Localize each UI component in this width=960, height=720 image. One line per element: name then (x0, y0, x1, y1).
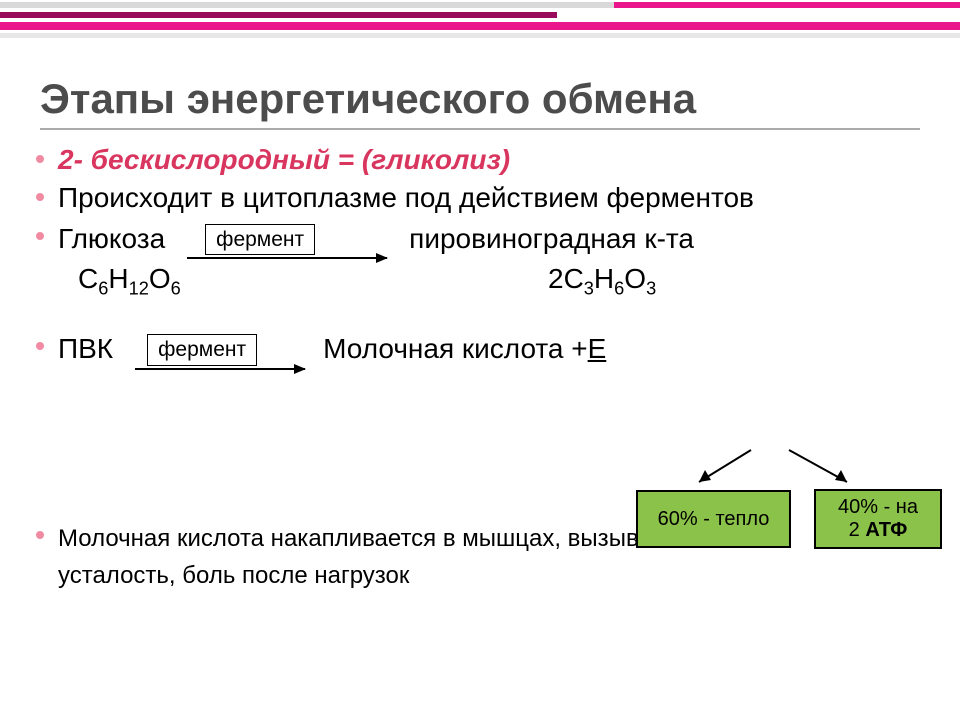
atp-box: 40% - на2 АТФ (814, 489, 942, 549)
arrow-head-icon (376, 253, 388, 263)
arrow-line (135, 368, 305, 370)
footer-line1: Молочная кислота накапливается в мышцах,… (58, 525, 675, 552)
glucose-formula: С6Н12О6 (78, 261, 258, 301)
reaction-row: ПВК фермент Молочная кислота + Е (58, 329, 606, 369)
footer-text: Молочная кислота накапливается в мышцах,… (58, 520, 675, 594)
enzyme-box: фермент (205, 224, 315, 255)
reaction-glucose: Глюкоза фермент пировиноградная к-та (36, 219, 924, 259)
accent-bars (0, 0, 960, 52)
split-arrow-left-icon (681, 446, 761, 496)
arrow-head-icon (294, 364, 306, 374)
bullet-icon (36, 193, 44, 201)
accent-bar (0, 2, 634, 8)
accent-bar (0, 33, 960, 38)
page-title: Этапы энергетического обмена (40, 75, 696, 123)
arrow-line (187, 257, 387, 259)
heat-box: 60% - тепло (636, 490, 791, 548)
enzyme-box: фермент (147, 334, 257, 365)
bullet-icon (36, 232, 44, 240)
reaction-pvk: ПВК фермент Молочная кислота + Е (36, 329, 924, 369)
title-underline (40, 128, 920, 130)
pvk-label: ПВК (58, 331, 113, 367)
line-text: Происходит в цитоплазме под действием фе… (58, 180, 754, 216)
lactic-label: Молочная кислота + (323, 331, 587, 367)
accent-bar (614, 2, 960, 8)
accent-bar (0, 22, 960, 30)
footer-line2: усталость, боль после нагрузок (58, 562, 409, 589)
pyruvate-label: пировиноградная к-та (409, 221, 694, 257)
formula-row: С6Н12О6 2С3Н6О3 (78, 261, 924, 301)
bullet-icon (36, 155, 44, 163)
accent-bar (0, 12, 557, 18)
reaction-row: Глюкоза фермент пировиноградная к-та (58, 219, 694, 259)
energy-e: Е (588, 331, 607, 367)
bullet-line: Происходит в цитоплазме под действием фе… (36, 180, 924, 216)
bullet-icon (36, 342, 44, 350)
bullet-heading: 2- бескислородный = (гликолиз) (36, 142, 924, 178)
glucose-label: Глюкоза (58, 221, 165, 257)
enzyme-arrow: фермент (187, 219, 387, 259)
heat-text: 60% - тепло (658, 508, 770, 531)
enzyme-arrow: фермент (135, 329, 305, 369)
heading-text: 2- бескислородный = (гликолиз) (58, 142, 510, 178)
energy-split: 60% - тепло 40% - на2 АТФ (596, 446, 956, 596)
pyruvate-formula: 2С3Н6О3 (548, 261, 656, 301)
bullet-icon (36, 531, 44, 539)
content-area: 2- бескислородный = (гликолиз) Происходи… (36, 142, 924, 596)
